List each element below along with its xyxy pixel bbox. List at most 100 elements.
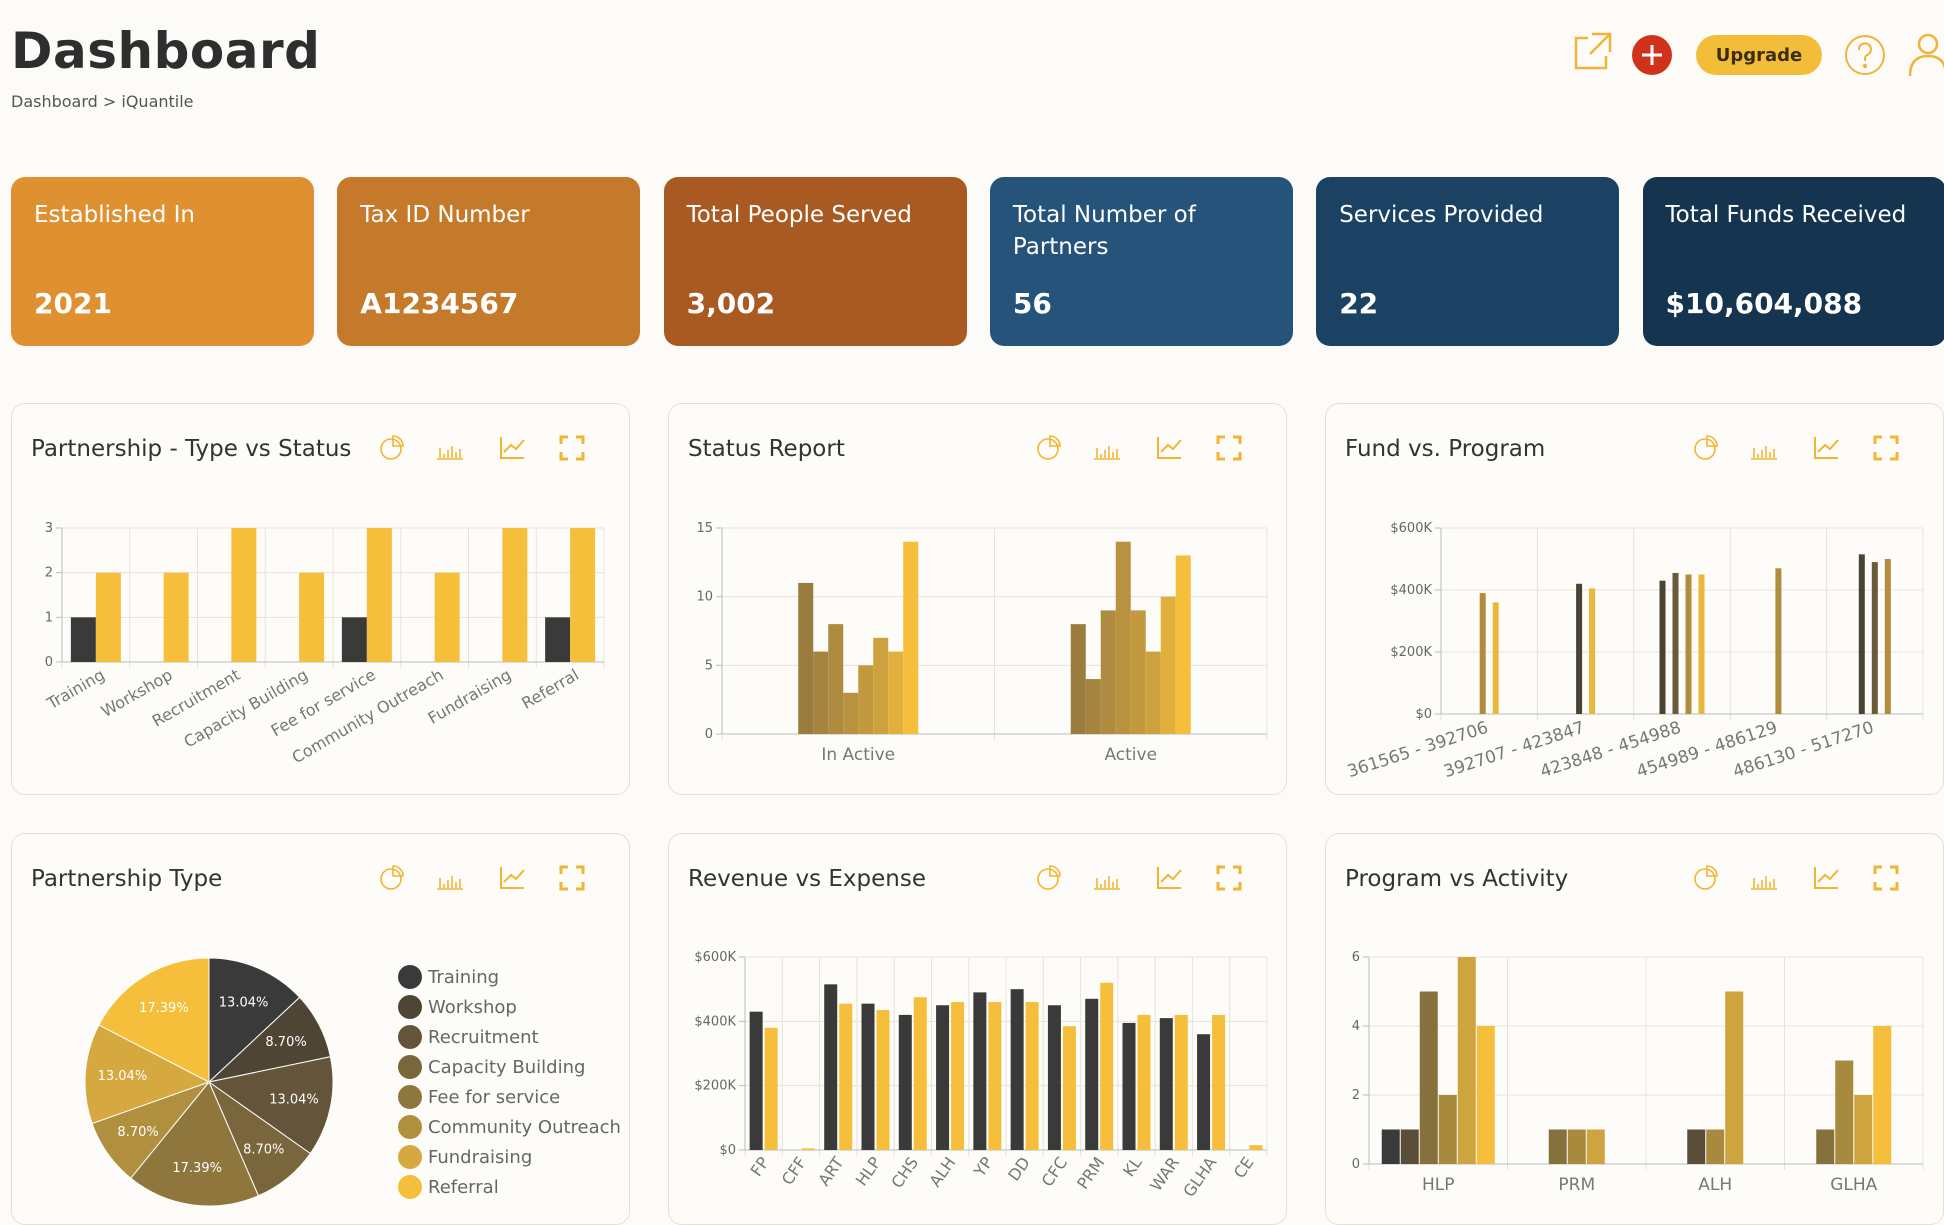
- bar: [1873, 1026, 1891, 1164]
- x-tick-label: GLHA: [1179, 1153, 1220, 1200]
- bar-view-icon[interactable]: [437, 876, 463, 889]
- bar: [1835, 1061, 1853, 1165]
- expand-icon[interactable]: [1218, 437, 1240, 459]
- bar: [1576, 584, 1582, 714]
- bar-view-icon[interactable]: [1094, 876, 1120, 889]
- legend-label: Referral: [428, 1177, 499, 1198]
- pie-view-icon[interactable]: [1038, 866, 1060, 889]
- bar: [1673, 573, 1679, 714]
- line-view-icon[interactable]: [1815, 437, 1838, 458]
- pie-view-icon[interactable]: [381, 436, 403, 459]
- chart-title: Program vs Activity: [1345, 866, 1568, 892]
- icon-shape: [1815, 867, 1838, 888]
- bar: [888, 652, 903, 734]
- legend-entry[interactable]: Capacity Building: [398, 1055, 585, 1079]
- expand-icon[interactable]: [1218, 867, 1240, 889]
- line-view-icon[interactable]: [1815, 867, 1838, 888]
- bar: [973, 992, 986, 1150]
- bar-view-icon[interactable]: [1094, 446, 1120, 459]
- x-tick-label: HLP: [1422, 1175, 1455, 1195]
- bar-view-icon[interactable]: [1751, 446, 1777, 459]
- pie-view-icon[interactable]: [1038, 436, 1060, 459]
- chart: Partnership - Type vs Status0123Training…: [12, 404, 629, 794]
- legend-label: Community Outreach: [428, 1117, 621, 1138]
- legend-entry[interactable]: Training: [398, 965, 499, 989]
- card-label: Total Number of Partners: [1013, 199, 1270, 263]
- icon-shape: [1695, 439, 1715, 459]
- legend-swatch: [398, 1115, 422, 1139]
- x-tick-label: ART: [814, 1153, 847, 1189]
- icon-shape: [1158, 437, 1181, 458]
- legend-entry[interactable]: Workshop: [398, 995, 517, 1019]
- bar: [1101, 610, 1116, 734]
- card-label: Total Funds Received: [1666, 199, 1923, 231]
- line-view-icon[interactable]: [1158, 437, 1181, 458]
- bar-view-icon[interactable]: [1751, 876, 1777, 889]
- legend-swatch: [398, 1085, 422, 1109]
- legend-label: Workshop: [428, 997, 517, 1018]
- bar: [1587, 1130, 1605, 1165]
- open-external-icon[interactable]: [1576, 34, 1610, 68]
- bar: [1161, 597, 1176, 734]
- user-icon[interactable]: [1910, 35, 1944, 76]
- help-icon[interactable]: [1846, 36, 1884, 74]
- pie-view-icon[interactable]: [1695, 866, 1717, 889]
- bar: [1138, 1015, 1151, 1150]
- chart: Fund vs. Program$0$200K$400K$600K361565 …: [1326, 404, 1943, 794]
- line-view-icon[interactable]: [1158, 867, 1181, 888]
- legend-entry[interactable]: Fundraising: [398, 1145, 532, 1169]
- bar: [1176, 555, 1191, 734]
- y-tick-label: $600K: [1390, 521, 1432, 536]
- bar: [988, 1002, 1001, 1150]
- x-tick-label: Referral: [518, 665, 582, 713]
- icon-shape: [561, 437, 583, 459]
- add-button[interactable]: [1632, 35, 1672, 75]
- bar: [843, 693, 858, 734]
- legend-entry[interactable]: Fee for service: [398, 1085, 560, 1109]
- page-title: Dashboard: [11, 22, 320, 80]
- legend-entry[interactable]: Community Outreach: [398, 1115, 621, 1139]
- bar: [570, 528, 595, 662]
- bar: [858, 665, 873, 734]
- bar: [1011, 989, 1024, 1150]
- expand-icon[interactable]: [561, 867, 583, 889]
- bar: [1477, 1026, 1495, 1164]
- bar: [1699, 575, 1705, 715]
- legend-swatch: [398, 965, 422, 989]
- pie-view-icon[interactable]: [381, 866, 403, 889]
- expand-icon[interactable]: [561, 437, 583, 459]
- x-tick-label: Active: [1104, 745, 1157, 765]
- y-tick-label: 10: [696, 590, 713, 605]
- bar: [1085, 999, 1098, 1150]
- x-tick-label: WAR: [1146, 1153, 1183, 1194]
- x-tick-label: HLP: [852, 1153, 885, 1189]
- slice-label: 8.70%: [265, 1035, 306, 1050]
- chart-title: Status Report: [688, 436, 845, 462]
- slice-label: 17.39%: [139, 1001, 189, 1016]
- expand-icon[interactable]: [1875, 867, 1897, 889]
- line-view-icon[interactable]: [501, 437, 524, 458]
- chart-title: Partnership Type: [31, 866, 222, 892]
- card-label: Established In: [34, 199, 291, 231]
- bar: [765, 1028, 778, 1150]
- legend-label: Fundraising: [428, 1147, 532, 1168]
- y-tick-label: $0: [1415, 707, 1432, 722]
- bar: [367, 528, 392, 662]
- breadcrumb[interactable]: Dashboard > iQuantile: [11, 92, 194, 111]
- bar-view-icon[interactable]: [437, 446, 463, 459]
- legend-swatch: [398, 1145, 422, 1169]
- x-tick-label: ALH: [1698, 1175, 1732, 1195]
- bar: [299, 573, 324, 662]
- x-tick-label: KL: [1119, 1153, 1146, 1180]
- card-value: $10,604,088: [1666, 287, 1863, 320]
- card-value: 22: [1339, 287, 1378, 320]
- legend-entry[interactable]: Referral: [398, 1175, 499, 1199]
- bar: [1480, 593, 1486, 714]
- expand-icon[interactable]: [1875, 437, 1897, 459]
- upgrade-button[interactable]: Upgrade: [1696, 35, 1822, 75]
- legend-entry[interactable]: Recruitment: [398, 1025, 539, 1049]
- card-label: Services Provided: [1339, 199, 1596, 231]
- line-view-icon[interactable]: [501, 867, 524, 888]
- pie-view-icon[interactable]: [1695, 436, 1717, 459]
